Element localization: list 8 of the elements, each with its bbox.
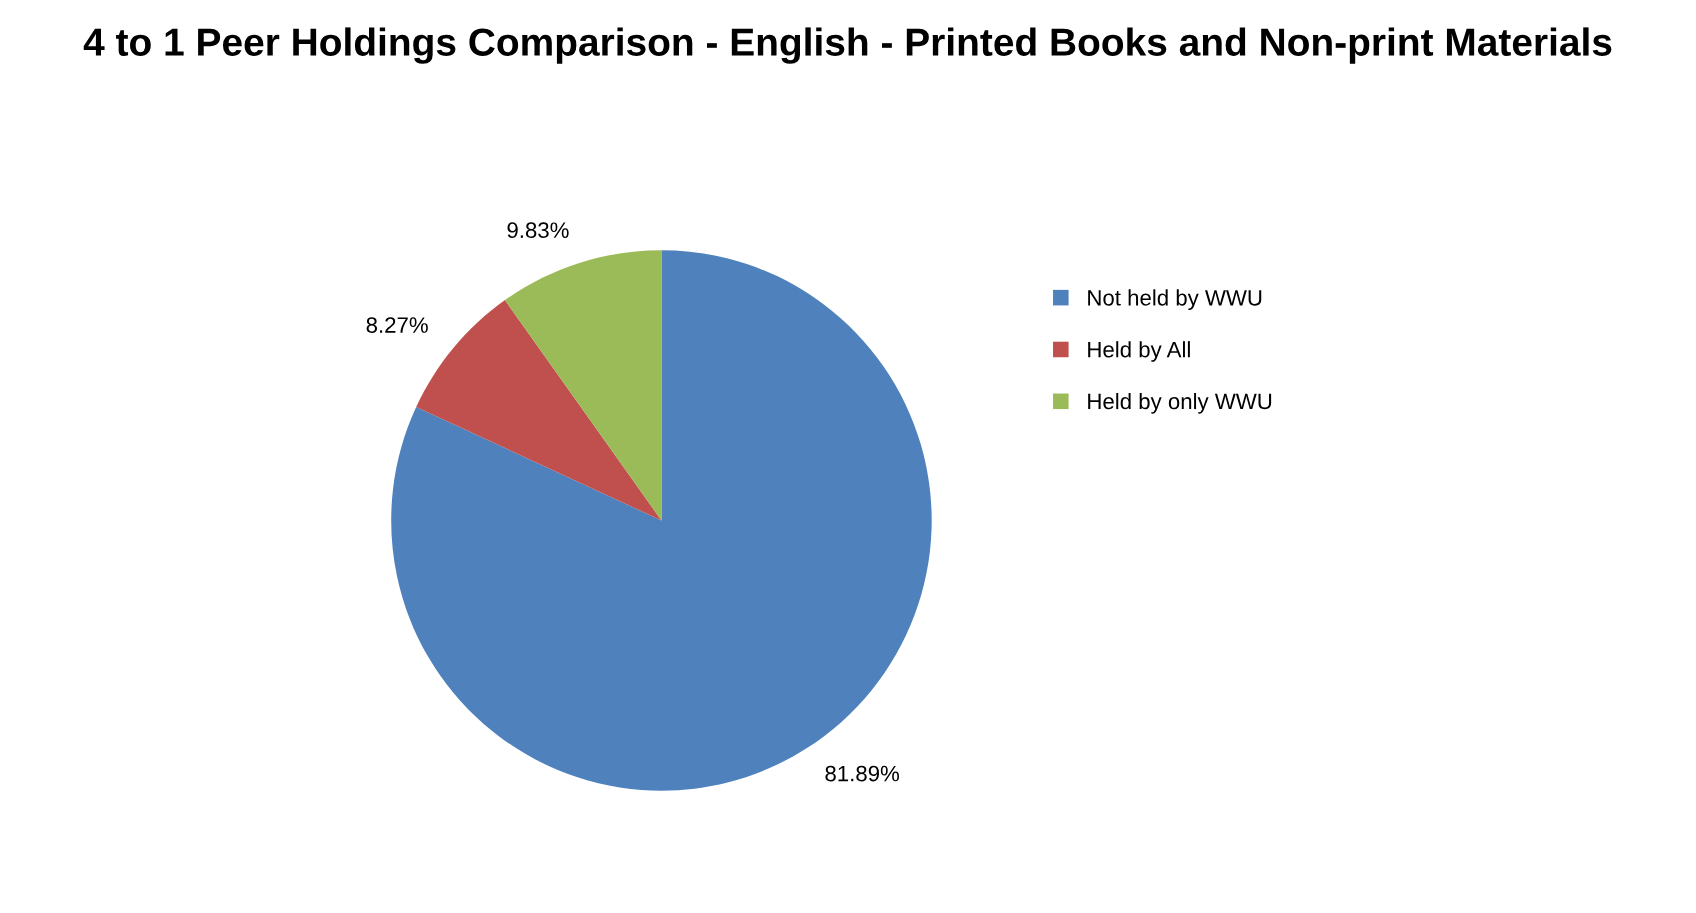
legend-label: Held by only WWU (1088, 392, 1272, 414)
pie-slice (504, 250, 662, 521)
data-label: 8.27% (366, 317, 428, 333)
data-label: 81.89% (825, 765, 900, 782)
legend-label: Held by All (1088, 341, 1190, 362)
chart-title: 4 to 1 Peer Holdings Comparison - English - Printed Books and Non-print Materials (83, 27, 1612, 64)
data-label: 9.83% (507, 222, 569, 239)
legend-label: Not held by WWU (1088, 289, 1262, 311)
